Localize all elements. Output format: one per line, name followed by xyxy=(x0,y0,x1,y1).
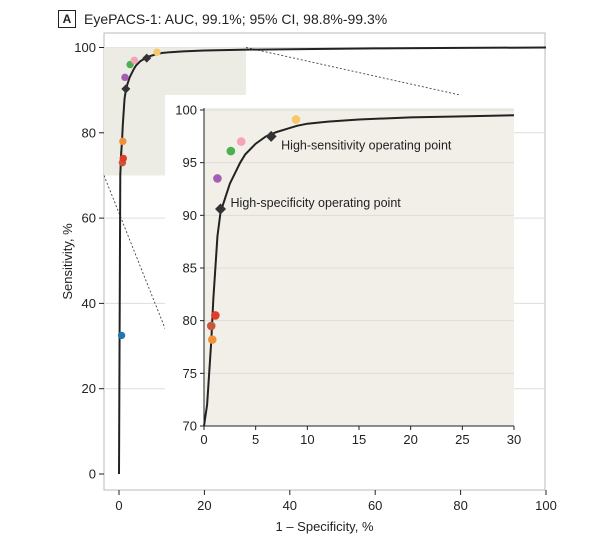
inset-y-tick-label: 90 xyxy=(183,208,197,223)
inset-y-tick-label: 70 xyxy=(183,419,197,434)
inset-y-tick-label: 100 xyxy=(175,103,197,118)
inset-x-tick-label: 15 xyxy=(352,432,366,447)
inset-y-tick-label: 85 xyxy=(183,261,197,276)
inset-y-tick-label: 95 xyxy=(183,155,197,170)
inset-grader-point-6 xyxy=(236,137,246,146)
main-x-tick-label: 0 xyxy=(115,498,122,513)
main-operating-point-2 xyxy=(121,84,131,94)
main-y-tick-label: 40 xyxy=(82,296,96,311)
main-grader-point-1 xyxy=(117,331,126,340)
main-roc-curve xyxy=(118,46,547,475)
main-x-tick-label: 100 xyxy=(535,498,557,513)
main-y-tick-label: 80 xyxy=(82,125,96,140)
panel-header: A EyePACS-1: AUC, 99.1%; 95% CI, 98.8%-9… xyxy=(58,9,387,29)
inset-x-tick-label: 0 xyxy=(200,432,207,447)
main-grader-point-4 xyxy=(119,137,127,146)
inset-x-tick-label: 25 xyxy=(455,432,469,447)
inset-operating-point-1 xyxy=(265,130,277,142)
inset-y-tick-label: 80 xyxy=(183,313,197,328)
main-y-tick-label: 20 xyxy=(82,381,96,396)
inset-grader-point-4 xyxy=(213,174,222,183)
panel-letter: A xyxy=(58,10,76,28)
inset-grader-point-5 xyxy=(226,146,236,156)
inset-grader-point-7 xyxy=(291,115,301,124)
inset-x-tick-label: 20 xyxy=(403,432,417,447)
main-grader-point-5 xyxy=(121,73,129,82)
main-x-tick-label: 60 xyxy=(368,498,382,513)
x-axis-title: 1 – Specificity, % xyxy=(275,519,373,534)
inset-grader-point-2 xyxy=(211,311,220,320)
inset-x-tick-label: 30 xyxy=(507,432,521,447)
main-grader-point-3 xyxy=(119,154,127,163)
high-sensitivity-label: High-sensitivity operating point xyxy=(281,138,452,152)
inset-plot-area xyxy=(204,108,514,426)
inset-x-tick-label: 10 xyxy=(300,432,314,447)
y-axis-title: Sensitivity, % xyxy=(60,223,75,300)
main-operating-point-1 xyxy=(142,53,152,63)
main-x-tick-label: 80 xyxy=(453,498,467,513)
inset-operating-point-2 xyxy=(215,203,227,215)
main-y-tick-label: 0 xyxy=(89,467,96,482)
inset-y-tick-label: 75 xyxy=(183,366,197,381)
main-y-tick-label: 100 xyxy=(74,40,96,55)
main-x-tick-label: 20 xyxy=(197,498,211,513)
main-grader-point-7 xyxy=(130,56,139,64)
inset-x-tick-label: 5 xyxy=(252,432,259,447)
inset-grader-point-3 xyxy=(207,335,217,344)
main-grader-point-8 xyxy=(153,48,161,56)
main-x-tick-label: 40 xyxy=(283,498,297,513)
inset-grader-point-1 xyxy=(206,321,216,331)
chart-title: EyePACS-1: AUC, 99.1%; 95% CI, 98.8%-99.… xyxy=(84,11,388,27)
high-specificity-label: High-specificity operating point xyxy=(231,196,402,210)
main-y-tick-label: 60 xyxy=(82,211,96,226)
inset-roc-curve xyxy=(203,114,515,427)
